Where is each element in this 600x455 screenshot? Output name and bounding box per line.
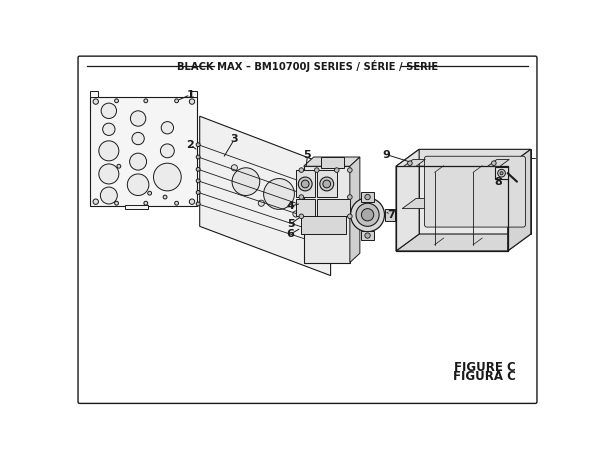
Circle shape [298,196,320,217]
Circle shape [320,177,334,191]
Text: 6: 6 [287,229,295,239]
Circle shape [196,155,200,159]
Circle shape [298,177,312,191]
Circle shape [301,180,309,188]
Circle shape [196,167,200,171]
Circle shape [293,211,299,217]
Circle shape [323,180,331,188]
Text: 9: 9 [383,150,391,160]
Circle shape [115,201,118,205]
Circle shape [130,153,146,170]
Polygon shape [91,91,98,97]
Circle shape [350,198,385,232]
Circle shape [407,161,412,166]
Circle shape [154,163,181,191]
Circle shape [101,103,116,118]
Text: 5: 5 [287,219,295,229]
Polygon shape [304,157,360,166]
Polygon shape [190,91,197,97]
Circle shape [93,99,98,104]
Circle shape [93,199,98,204]
Bar [361,231,374,240]
Circle shape [196,191,200,194]
Polygon shape [488,159,509,166]
Circle shape [117,164,121,168]
Circle shape [299,214,304,218]
Polygon shape [296,170,315,197]
Text: 8: 8 [494,177,502,187]
Circle shape [132,132,144,145]
Circle shape [500,172,503,175]
Polygon shape [396,149,419,251]
Circle shape [144,201,148,205]
Circle shape [99,141,119,161]
Circle shape [347,214,352,218]
Text: 2: 2 [187,140,194,150]
Circle shape [100,187,118,204]
Circle shape [99,164,119,184]
Bar [496,167,508,179]
Circle shape [127,174,149,196]
Circle shape [347,168,352,172]
Polygon shape [322,157,344,168]
Polygon shape [200,116,331,276]
Circle shape [161,121,173,134]
Polygon shape [508,149,531,251]
Circle shape [190,199,194,204]
Text: 1: 1 [187,90,194,100]
Text: FIGURE C: FIGURE C [454,361,515,374]
Circle shape [196,202,200,206]
FancyBboxPatch shape [425,156,526,227]
Circle shape [160,144,174,158]
Circle shape [144,99,148,103]
Polygon shape [350,157,360,263]
Polygon shape [419,149,531,234]
Polygon shape [317,198,350,216]
Circle shape [334,168,339,172]
Circle shape [347,195,352,199]
Circle shape [103,123,115,136]
Polygon shape [396,149,531,166]
Polygon shape [296,198,315,216]
Circle shape [299,195,304,199]
Circle shape [356,203,379,226]
Circle shape [299,168,304,172]
Circle shape [232,168,260,196]
Circle shape [231,165,238,171]
Polygon shape [404,159,425,166]
Text: FIGURA C: FIGURA C [452,370,515,383]
Text: 5: 5 [304,150,311,160]
Circle shape [491,161,496,166]
Circle shape [365,194,370,200]
Polygon shape [91,97,197,206]
Polygon shape [301,216,346,234]
Circle shape [130,111,146,126]
Polygon shape [317,170,337,197]
Circle shape [196,179,200,183]
Text: BLACK MAX – BM10700J SERIES / SÉRIE / SERIE: BLACK MAX – BM10700J SERIES / SÉRIE / SE… [177,60,438,72]
Circle shape [361,208,374,221]
Circle shape [148,191,152,195]
Polygon shape [402,198,515,208]
Circle shape [263,178,295,209]
Polygon shape [125,205,148,209]
Circle shape [365,233,370,238]
Polygon shape [304,166,350,263]
Circle shape [175,99,179,103]
Circle shape [258,200,265,206]
Text: 4: 4 [287,201,295,211]
Circle shape [497,169,505,177]
FancyBboxPatch shape [78,56,537,404]
Circle shape [190,99,194,104]
Circle shape [163,195,167,199]
Text: 3: 3 [230,134,238,144]
Text: 7: 7 [387,210,395,220]
Polygon shape [396,234,531,251]
Circle shape [115,99,118,103]
Circle shape [196,143,200,147]
Polygon shape [385,208,395,221]
Circle shape [175,201,179,205]
Bar [361,192,374,202]
Circle shape [314,168,319,172]
